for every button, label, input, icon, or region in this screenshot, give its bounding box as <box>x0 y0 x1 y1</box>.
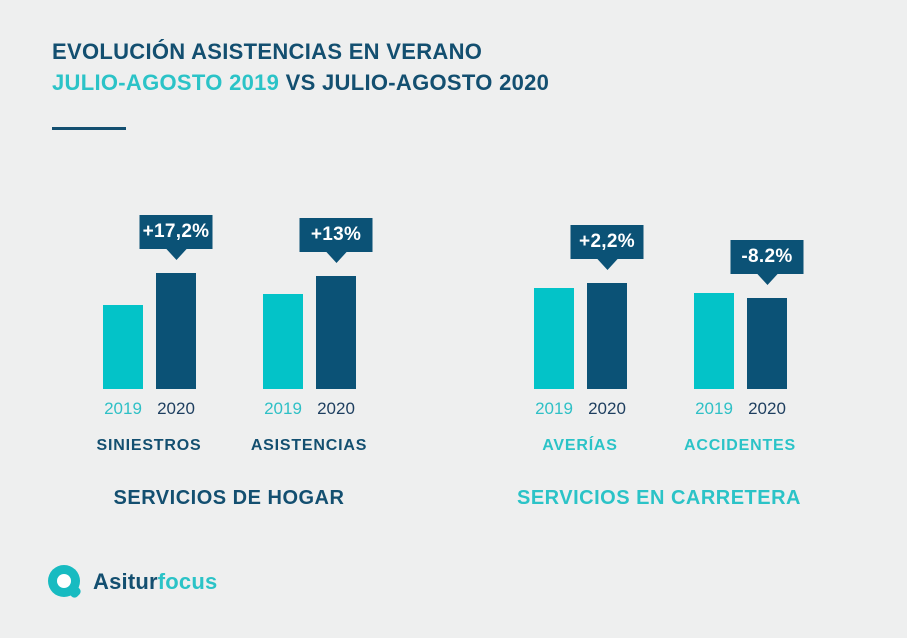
badge-pointer-icon <box>165 248 187 260</box>
section-title-servicios-en-carretera: SERVICIOS EN CARRETERA <box>516 487 802 509</box>
bar-2019 <box>694 293 734 389</box>
year-labels: 2019 2020 <box>103 399 196 419</box>
title-rest-2020: VS JULIO-AGOSTO 2020 <box>285 70 550 95</box>
bar-2019 <box>103 305 143 389</box>
page-header: EVOLUCIÓN ASISTENCIAS EN VERANO JULIO-AG… <box>52 36 549 98</box>
change-badge: +13% <box>299 218 373 252</box>
change-badge-wrap: +2,2% <box>570 225 644 270</box>
change-badge: +2,2% <box>570 225 644 259</box>
bar-pair <box>263 276 356 389</box>
bar-2020 <box>747 298 787 389</box>
year-label-2019: 2019 <box>695 399 733 418</box>
year-labels: 2019 2020 <box>263 399 356 419</box>
chart-group-siniestros: +17,2% 2019 2020 SINIESTROS <box>97 0 213 638</box>
change-badge-wrap: +13% <box>299 218 373 263</box>
brand-footer: Asiturfocus <box>48 565 217 599</box>
category-label: ASISTENCIAS <box>250 437 368 454</box>
title-accent-2019: JULIO-AGOSTO 2019 <box>52 70 280 95</box>
year-labels: 2019 2020 <box>694 399 787 419</box>
brand-name-accent: focus <box>157 569 218 594</box>
year-labels: 2019 2020 <box>534 399 627 419</box>
page-title-line2: JULIO-AGOSTO 2019 VS JULIO-AGOSTO 2020 <box>52 67 549 98</box>
chart-group-accidentes: -8.2% 2019 2020 ACCIDENTES <box>684 0 804 638</box>
title-underline <box>52 127 126 130</box>
chart-group-averias: +2,2% 2019 2020 AVERÍAS <box>534 0 644 638</box>
chart-group-asistencias: +13% 2019 2020 ASISTENCIAS <box>251 0 373 638</box>
bar-2020 <box>587 283 627 389</box>
change-badge: -8.2% <box>730 240 804 274</box>
badge-pointer-icon <box>756 273 778 285</box>
bar-2019 <box>263 294 303 389</box>
bar-2020 <box>156 273 196 389</box>
bar-2020 <box>316 276 356 389</box>
category-label: ACCIDENTES <box>683 437 797 454</box>
page-title-line1: EVOLUCIÓN ASISTENCIAS EN VERANO <box>52 39 483 64</box>
year-label-2020: 2020 <box>157 399 195 418</box>
badge-pointer-icon <box>325 251 347 263</box>
category-label: SINIESTROS <box>96 437 202 454</box>
section-title-servicios-de-hogar: SERVICIOS DE HOGAR <box>113 487 345 509</box>
bar-pair <box>694 293 787 389</box>
change-badge-wrap: -8.2% <box>730 240 804 285</box>
bar-pair <box>103 273 196 389</box>
q-lens-icon <box>48 565 81 598</box>
year-label-2020: 2020 <box>588 399 626 418</box>
year-label-2019: 2019 <box>104 399 142 418</box>
year-label-2019: 2019 <box>535 399 573 418</box>
badge-pointer-icon <box>596 258 618 270</box>
year-label-2019: 2019 <box>264 399 302 418</box>
bar-pair <box>534 283 627 389</box>
change-badge: +17,2% <box>139 215 213 249</box>
brand-name: Asiturfocus <box>93 569 217 595</box>
change-badge-wrap: +17,2% <box>139 215 213 260</box>
year-label-2020: 2020 <box>317 399 355 418</box>
brand-name-primary: Asitur <box>93 569 158 594</box>
year-label-2020: 2020 <box>748 399 786 418</box>
category-label: AVERÍAS <box>542 437 618 454</box>
bar-2019 <box>534 288 574 389</box>
